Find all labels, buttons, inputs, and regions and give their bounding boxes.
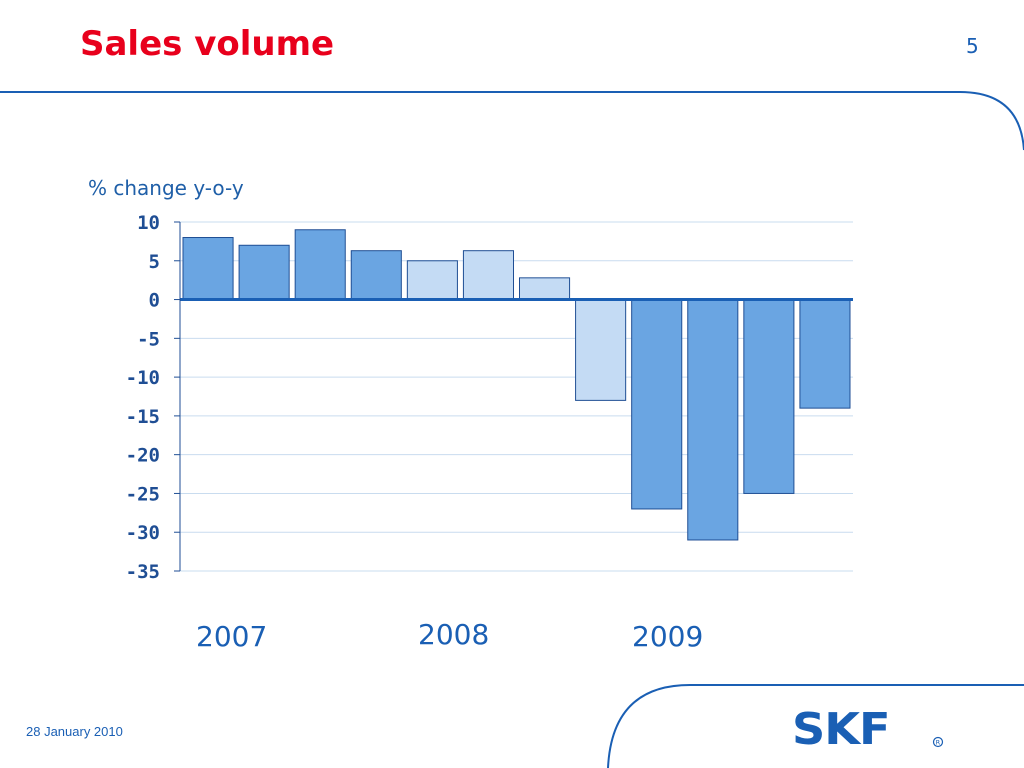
bar [238,244,290,301]
y-tick-label: -25 [126,483,160,505]
bar [350,250,402,301]
y-tick-label: -5 [137,328,160,350]
footer-arc [607,684,1024,768]
y-tick-label: -35 [126,561,160,583]
year-label-2008: 2008 [418,618,490,651]
y-axis-title: % change y-o-y [88,176,244,200]
bar [687,299,739,541]
y-tick-label: 5 [149,251,160,273]
bar [462,250,514,301]
y-tick-label: -10 [126,367,160,389]
bar [182,237,234,301]
footer-date: 28 January 2010 [26,724,123,739]
bar [743,299,795,494]
y-tick-label: 10 [137,212,160,234]
slide-title: Sales volume [80,24,335,64]
bar [294,229,346,301]
bar [519,277,571,301]
y-axis: 10 5 0 -5 -10 -15 -20 -25 -30 -35 [126,212,181,583]
gridlines [180,221,853,572]
bar [799,299,851,409]
bars [180,229,853,541]
bar [406,260,458,301]
y-tick-label: -15 [126,406,160,428]
y-tick-label: 0 [149,290,160,312]
bar [575,299,627,401]
y-tick-label: -30 [126,522,160,544]
svg-text:SKF: SKF [792,706,889,750]
page-number: 5 [966,34,979,58]
svg-text:R: R [936,739,941,747]
header-rule [0,91,1024,151]
year-label-2009: 2009 [632,620,704,653]
year-label-2007: 2007 [196,620,268,653]
skf-logo: SKF R [792,706,944,750]
y-tick-label: -20 [126,445,160,467]
bar [631,299,683,510]
